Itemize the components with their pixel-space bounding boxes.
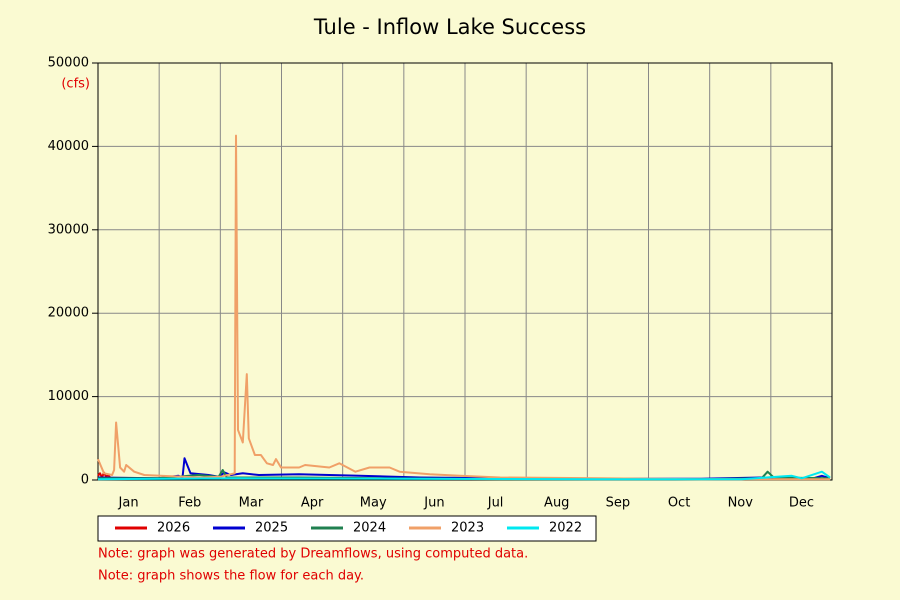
y-tick-label: 50000 (48, 56, 89, 71)
legend-label: 2024 (353, 521, 386, 536)
plot-frame (97, 62, 833, 481)
legend-label: 2022 (549, 521, 582, 536)
x-tick-label: Aug (544, 496, 569, 511)
x-tick-label: Mar (239, 496, 264, 511)
x-tick-label: Oct (668, 496, 690, 511)
series-line (97, 134, 830, 481)
x-tick-label: Jul (487, 496, 504, 511)
chart-title: Tule - Inflow Lake Success (313, 15, 586, 39)
legend-label: 2026 (157, 521, 190, 536)
y-tick-label: 30000 (48, 222, 89, 237)
y-tick-label: 20000 (48, 306, 89, 321)
note: Note: graph was generated by Dreamflows,… (98, 547, 528, 562)
legend-label: 2025 (255, 521, 288, 536)
x-tick-label: Dec (789, 496, 814, 511)
legend-label: 2023 (451, 521, 484, 536)
x-tick-label: Feb (178, 496, 201, 511)
x-tick-label: May (360, 496, 387, 511)
y-tick-label: 10000 (48, 389, 89, 404)
x-tick-label: Nov (728, 496, 754, 511)
x-tick-label: Sep (606, 496, 631, 511)
x-tick-label: Jan (118, 496, 139, 511)
series-line (97, 470, 831, 481)
y-tick-label: 40000 (48, 139, 89, 154)
x-tick-label: Apr (301, 496, 324, 511)
y-tick-label: 0 (81, 473, 89, 488)
note: Note: graph shows the flow for each day. (98, 569, 364, 584)
y-unit: (cfs) (61, 77, 90, 92)
x-tick-label: Jun (423, 496, 444, 511)
